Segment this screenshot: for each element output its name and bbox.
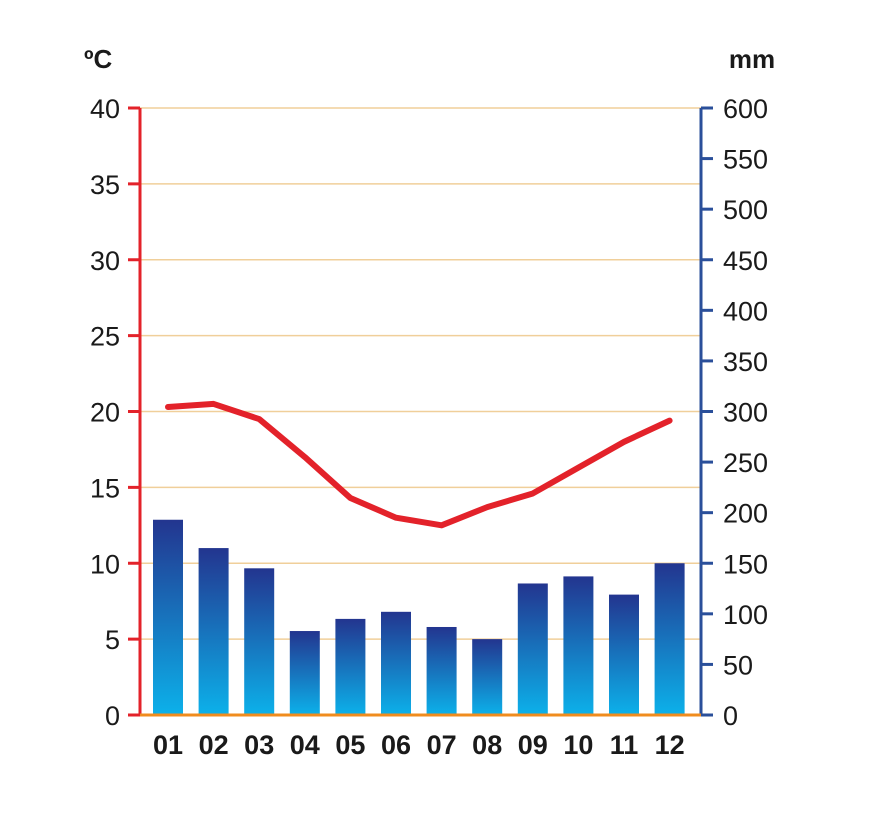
left-tick-label: 0 <box>105 701 120 731</box>
left-tick-label: 5 <box>105 625 120 655</box>
precipitation-bar-01 <box>153 519 183 715</box>
month-label: 10 <box>563 730 593 760</box>
precipitation-bar-09 <box>517 583 548 715</box>
right-tick-label: 450 <box>723 246 768 276</box>
left-tick-label: 40 <box>90 94 120 124</box>
right-tick-label: 600 <box>723 94 768 124</box>
precipitation-bar-10 <box>563 576 594 715</box>
precipitation-bar-12 <box>654 563 685 715</box>
precipitation-bar-07 <box>426 626 457 715</box>
left-axis-unit: ºC <box>84 44 112 74</box>
right-tick-label: 500 <box>723 195 768 225</box>
left-tick-label: 30 <box>90 246 120 276</box>
month-label: 12 <box>655 730 685 760</box>
month-label: 04 <box>290 730 320 760</box>
month-label: 03 <box>244 730 274 760</box>
precipitation-bar-11 <box>609 594 639 715</box>
right-axis-unit: mm <box>729 44 775 74</box>
month-label: 09 <box>518 730 548 760</box>
left-tick-label: 25 <box>90 322 120 352</box>
precipitation-bars <box>153 519 685 715</box>
left-tick-label: 15 <box>90 473 120 503</box>
temperature-series-line <box>165 400 673 529</box>
right-tick-label: 0 <box>723 701 738 731</box>
right-tick-label: 400 <box>723 296 768 326</box>
right-tick-label: 200 <box>723 499 768 529</box>
precipitation-bar-03 <box>244 568 275 715</box>
month-label: 07 <box>427 730 457 760</box>
temperature-line <box>165 400 673 529</box>
right-tick-label: 350 <box>723 347 768 377</box>
precipitation-bar-02 <box>198 548 229 715</box>
left-tick-label: 20 <box>90 398 120 428</box>
month-label: 02 <box>199 730 229 760</box>
month-label: 01 <box>153 730 183 760</box>
right-tick-label: 550 <box>723 145 768 175</box>
precipitation-bar-04 <box>289 631 320 715</box>
month-label: 06 <box>381 730 411 760</box>
precipitation-bar-08 <box>472 639 503 715</box>
right-tick-label: 150 <box>723 549 768 579</box>
right-tick-label: 300 <box>723 398 768 428</box>
left-tick-label: 10 <box>90 549 120 579</box>
month-label: 08 <box>472 730 502 760</box>
axis-labels: 0510152025303540050100150200250300350400… <box>84 44 775 760</box>
right-tick-label: 50 <box>723 650 753 680</box>
month-label: 11 <box>610 730 639 760</box>
precipitation-bar-05 <box>335 618 366 715</box>
right-tick-label: 100 <box>723 600 768 630</box>
right-tick-label: 250 <box>723 448 768 478</box>
precipitation-bar-06 <box>381 611 411 715</box>
left-tick-label: 35 <box>90 170 120 200</box>
month-label: 05 <box>335 730 365 760</box>
axes <box>128 106 713 717</box>
